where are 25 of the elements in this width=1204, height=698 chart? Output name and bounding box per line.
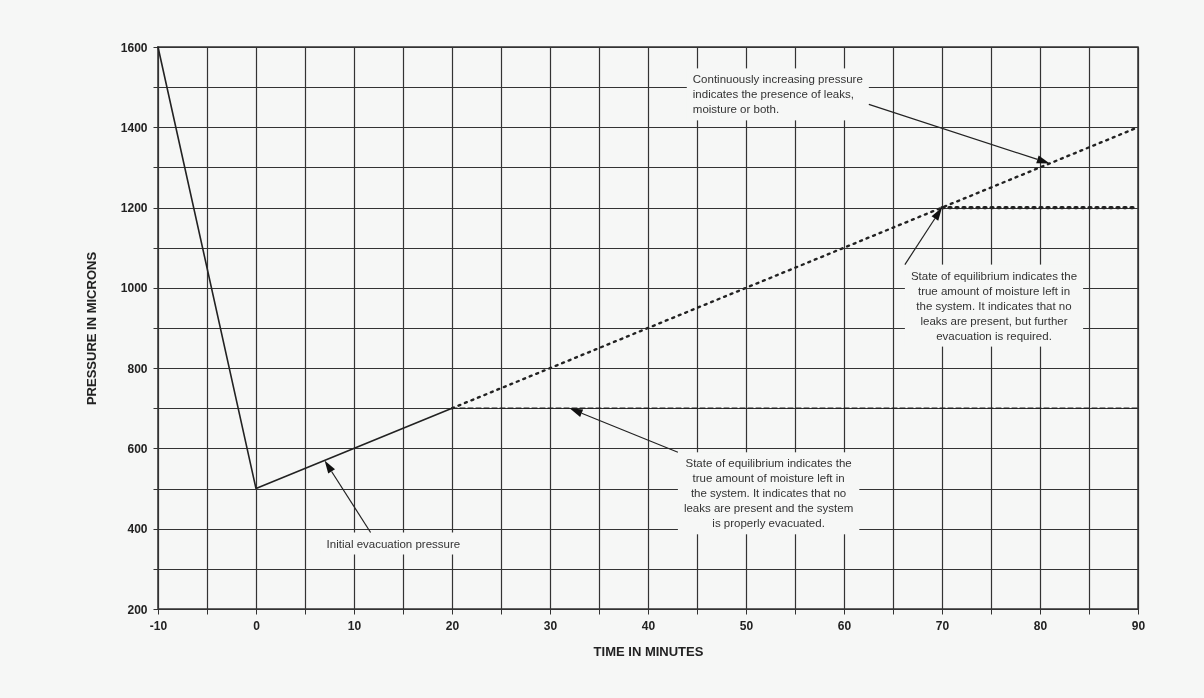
x-tick-label: 30 (543, 618, 558, 633)
x-tick-label: 40 (641, 618, 656, 633)
y-axis-title: PRESSURE IN MICRONS (83, 251, 99, 406)
x-tick-label: 10 (347, 618, 362, 633)
x-tick-label: 90 (1131, 618, 1146, 633)
y-tick-label: 200 (127, 602, 148, 617)
x-tick-label: 80 (1033, 618, 1048, 633)
x-tick-label: -10 (149, 618, 168, 633)
x-tick-label: 50 (739, 618, 754, 633)
x-axis-title: TIME IN MINUTES (593, 643, 704, 659)
y-tick-label: 1400 (120, 120, 148, 135)
y-tick-label: 400 (127, 522, 148, 537)
y-tick-label: 1600 (120, 40, 148, 55)
annotation: State of equilibrium indicates the true amount of moisture left in the system. It indicates that no leaks are present, but further evacuation is required. (910, 269, 1078, 342)
x-tick-label: 20 (445, 618, 460, 633)
y-tick-label: 1200 (120, 201, 148, 216)
y-tick-label: 1000 (120, 281, 148, 296)
annotation: Continuously increasing pressure indicates the presence of leaks, moisture or both. (692, 73, 863, 116)
annotation: Initial evacuation pressure (326, 537, 461, 550)
y-tick-label: 800 (127, 361, 148, 376)
y-tick-label: 600 (127, 441, 148, 456)
x-tick-label: 0 (253, 618, 261, 633)
x-tick-label: 60 (837, 618, 852, 633)
annotation: State of equilibrium indicates the true amount of moisture left in the system. It indicates that no leaks are present and the system is properly evacuated. (683, 457, 854, 530)
x-tick-label: 70 (935, 618, 950, 633)
